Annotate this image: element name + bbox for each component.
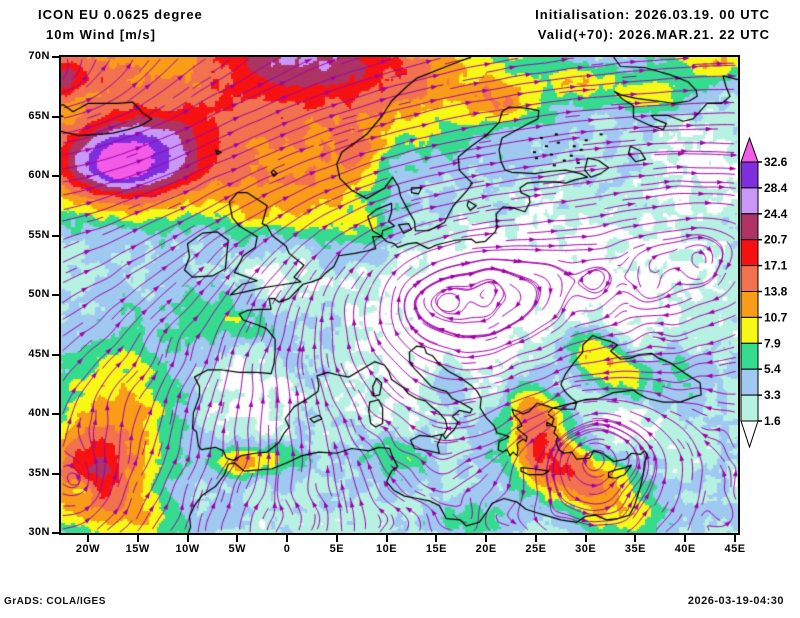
lat-tick-label: 65N: [28, 109, 50, 122]
legend-color-segment: [740, 291, 759, 318]
lat-tick-label: 55N: [28, 228, 50, 241]
lat-tick: [52, 234, 59, 237]
lon-tick: [684, 535, 687, 542]
lat-tick-label: 30N: [28, 526, 50, 538]
lat-tick: [52, 413, 59, 415]
legend-value-label: 28.4: [764, 181, 788, 195]
lon-tick-label: 0: [283, 543, 291, 555]
lon-tick-label: 25E: [525, 543, 547, 555]
lon-tick: [136, 535, 139, 542]
lon-tick: [435, 535, 438, 542]
legend-color-segment: [740, 187, 759, 215]
lat-tick: [52, 294, 59, 296]
legend-color-segment: [740, 316, 759, 344]
lon-tick-label: 45E: [724, 543, 746, 555]
legend-value-label: 17.1: [764, 259, 788, 273]
valid-time-label: Valid(+70): 2026.MAR.21. 22 UTC: [537, 27, 770, 42]
lat-tick-label: 70N: [28, 50, 50, 62]
legend-value-label: 20.7: [764, 233, 788, 247]
lon-tick-label: 20W: [75, 543, 101, 555]
lon-tick: [186, 535, 189, 542]
colorbar-legend: 1.6 3.3 5.4 7.9 10.7 13.8 17.1 20.7 24.4 28.4 32.6: [740, 136, 788, 449]
legend-color-segment: [740, 368, 759, 396]
legend-value-label: 5.4: [764, 362, 781, 376]
lon-tick: [734, 535, 736, 542]
lat-tick-label: 35N: [28, 466, 50, 479]
lat-tick-label: 60N: [28, 169, 50, 181]
lon-tick-label: 15E: [425, 543, 447, 555]
legend-value-label: 13.8: [764, 285, 788, 299]
legend-color-segment: [740, 342, 759, 370]
wind-map-canvas: [61, 57, 738, 533]
creation-timestamp: 2026-03-19-04:30: [687, 595, 784, 607]
lon-tick-label: 5W: [228, 543, 247, 555]
init-time-label: Initialisation: 2026.03.19. 00 UTC: [535, 7, 770, 22]
lon-tick-label: 5E: [329, 543, 345, 555]
legend-bottom-arrow: [740, 420, 759, 449]
lon-tick: [286, 535, 289, 542]
lon-tick: [485, 535, 488, 542]
legend-color-segment: [740, 239, 759, 267]
lon-tick-label: 30E: [575, 543, 597, 555]
lat-tick: [52, 56, 59, 58]
lon-tick-label: 20E: [475, 543, 497, 555]
lon-tick-label: 10E: [376, 543, 398, 555]
model-title: ICON EU 0.0625 degree: [38, 7, 203, 22]
lon-tick-label: 10W: [175, 543, 200, 555]
lon-tick-label: 35E: [624, 543, 646, 555]
lat-tick: [52, 532, 59, 534]
lon-tick: [584, 535, 587, 542]
lat-tick-label: 40N: [28, 407, 50, 419]
legend-color-segment: [740, 265, 759, 293]
lat-tick-label: 50N: [28, 288, 50, 300]
lon-tick: [86, 535, 89, 542]
grads-credit: GrADS: COLA/IGES: [4, 596, 106, 607]
lat-tick-label: 45N: [28, 347, 50, 360]
map-frame: [59, 55, 740, 535]
lon-tick: [385, 535, 388, 542]
lat-tick: [52, 472, 59, 475]
legend-value-label: 10.7: [764, 310, 788, 324]
legend-value-label: 3.3: [764, 388, 781, 402]
lon-tick: [534, 535, 537, 542]
legend-top-arrow: [740, 136, 759, 163]
lon-tick-label: 15W: [125, 543, 150, 555]
legend-value-label: 7.9: [764, 336, 781, 350]
lat-tick: [52, 353, 59, 356]
field-title: 10m Wind [m/s]: [46, 27, 156, 42]
legend-color-segment: [740, 161, 759, 189]
legend-color-segment: [740, 213, 759, 241]
lat-tick: [52, 115, 59, 118]
lon-tick: [335, 535, 338, 542]
legend-color-segment: [740, 394, 759, 422]
lat-tick: [52, 175, 59, 177]
legend-value-label: 32.6: [764, 155, 788, 169]
lon-tick: [236, 535, 239, 542]
legend-value-label: 24.4: [764, 207, 788, 221]
lon-tick-label: 40E: [674, 543, 696, 555]
lon-tick: [634, 535, 637, 542]
legend-value-label: 1.6: [764, 414, 781, 428]
